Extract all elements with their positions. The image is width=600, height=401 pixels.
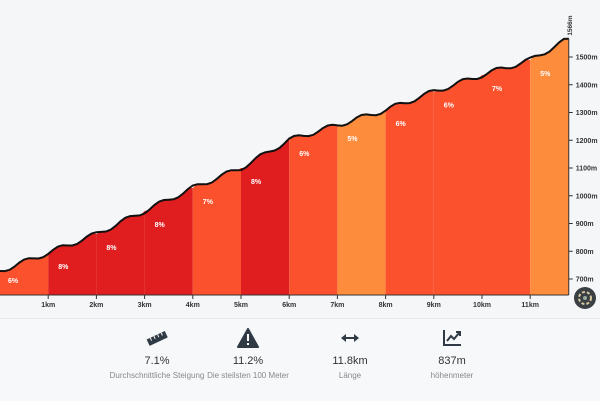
y-tick-label: 1200m [576, 138, 598, 145]
x-tick-label: 2km [89, 302, 103, 309]
stat-label: Die steilsten 100 Meter [207, 371, 289, 380]
grade-label: 5% [347, 136, 358, 143]
grade-segment-5 [241, 140, 290, 295]
grade-segment-8 [385, 90, 434, 295]
x-tick-label: 10km [473, 302, 491, 309]
grade-segment-10 [482, 59, 531, 296]
stat-value: 7.1% [144, 355, 170, 367]
grade-label: 8% [251, 179, 262, 186]
x-tick-label: 5km [234, 302, 248, 309]
grade-segment-7 [337, 110, 386, 295]
y-tick-label: 1100m [576, 166, 597, 173]
grade-segment-3 [144, 188, 193, 295]
grade-label: 8% [155, 222, 166, 229]
x-tick-label: 11km [521, 302, 539, 309]
stat-elevation-gain: 837m höhenmeter [392, 327, 512, 381]
grade-label: 8% [106, 245, 117, 252]
x-tick-label: 8km [379, 302, 393, 309]
x-tick-label: 7km [330, 302, 344, 309]
x-tick-label: 9km [427, 302, 441, 309]
stat-label: höhenmeter [430, 371, 474, 380]
arrows-horizontal-icon [290, 327, 410, 349]
ruler-icon [97, 327, 217, 349]
profile-line [0, 37, 569, 273]
grade-segment-11 [530, 38, 569, 295]
elevation-profile-chart: 6% 8% 8% 8% 7% 8% 6% 5% 6% 6% 7% 5% 1km 2km 3km 4km 5km 6… [0, 15, 598, 309]
grade-label: 7% [203, 199, 214, 206]
stats-bar: 7.1% Durchschnittliche Steigung 11.2% Di… [0, 318, 600, 401]
warning-icon [188, 327, 308, 349]
grade-label: 8% [58, 264, 69, 271]
x-tick-label: 6km [282, 302, 296, 309]
y-tick-label: 900m [576, 221, 594, 228]
grade-label: 6% [396, 121, 407, 128]
x-tick-label: 1km [41, 302, 55, 309]
grade-label: 6% [8, 278, 19, 285]
y-tick-label: 1500m [576, 55, 598, 62]
y-tick-label: 1300m [576, 110, 598, 117]
grade-segment-6 [289, 124, 338, 296]
grade-label: 7% [492, 86, 503, 93]
logo-icon [574, 287, 596, 309]
grade-label: 6% [444, 103, 455, 110]
grade-segment-1 [48, 233, 97, 295]
stat-label: Durchschnittliche Steigung [109, 371, 205, 380]
grade-label: 6% [299, 151, 310, 158]
grade-segment-4 [192, 168, 241, 295]
max-elevation-label: 1566m [567, 15, 574, 35]
x-tick-label: 4km [186, 302, 200, 309]
stat-label: Länge [338, 371, 362, 380]
stat-steepest-100m: 11.2% Die steilsten 100 Meter [188, 327, 308, 381]
stat-length: 11.8km Länge [290, 327, 410, 381]
y-tick-label: 700m [576, 277, 594, 284]
x-tick-label: 3km [138, 302, 152, 309]
grade-segment-0 [0, 252, 49, 295]
stat-value: 837m [438, 355, 466, 367]
y-tick-label: 1000m [576, 193, 598, 200]
grade-segment-2 [96, 211, 145, 295]
stat-average-grade: 7.1% Durchschnittliche Steigung [97, 327, 217, 381]
chart-up-icon [392, 327, 512, 349]
y-tick-label: 800m [576, 249, 594, 256]
grade-segment-9 [433, 75, 482, 295]
y-tick-label: 1400m [576, 82, 598, 89]
grade-label: 5% [540, 71, 551, 78]
stat-value: 11.8km [332, 355, 368, 367]
stat-value: 11.2% [232, 355, 264, 367]
